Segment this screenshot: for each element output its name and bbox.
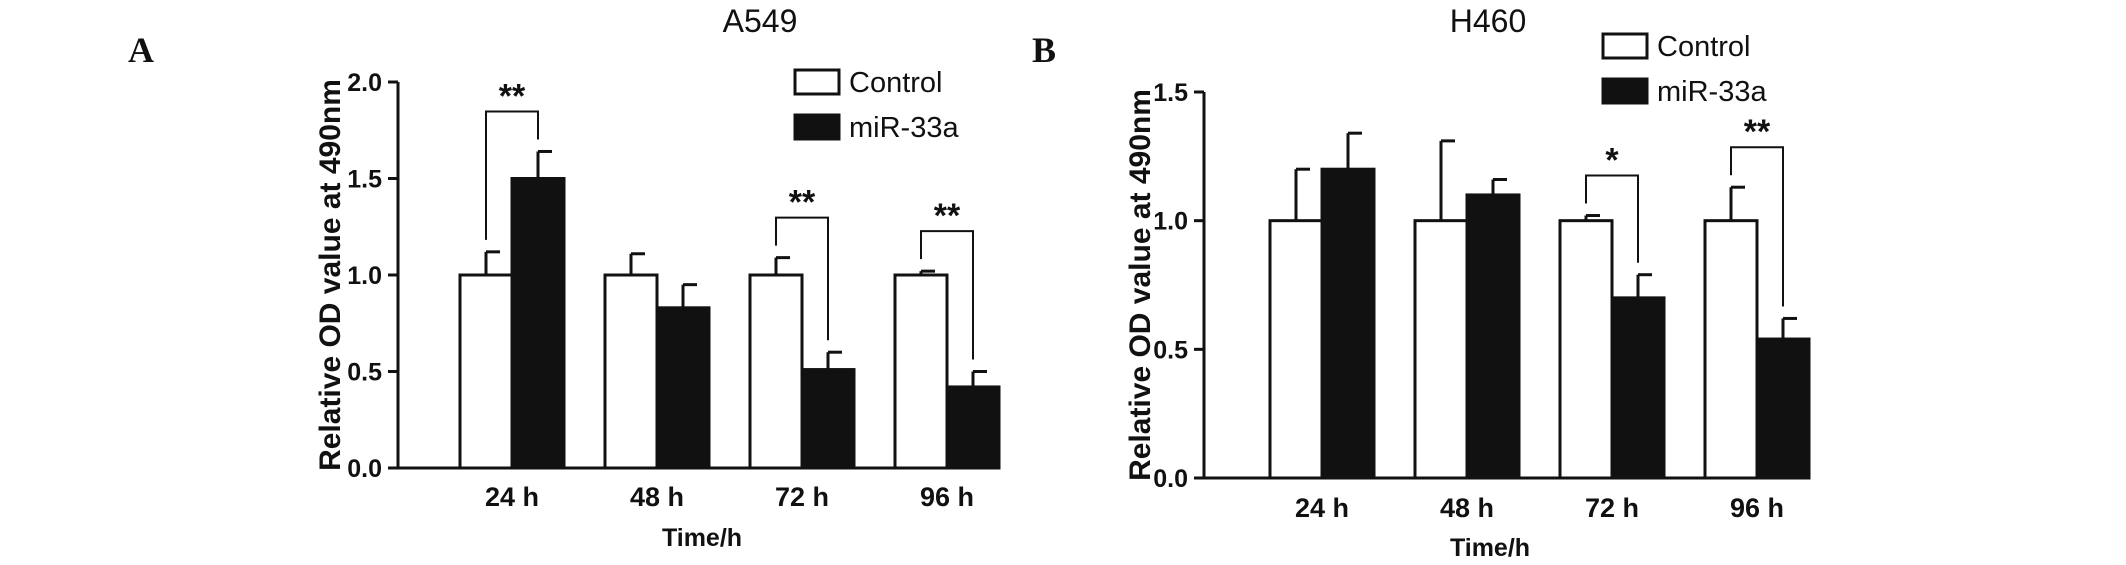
- panel-b-significance-label: **: [1744, 113, 1771, 151]
- panel-a-category-label: 96 h: [920, 482, 974, 512]
- panel-b-legend-label: Control: [1657, 31, 1751, 63]
- panel-b-category-label: 48 h: [1440, 493, 1494, 523]
- panel-a-bar-mir: [655, 306, 711, 470]
- panel-a-significance-label: **: [499, 77, 526, 115]
- panel-a-ytick-label: 1.5: [347, 166, 382, 194]
- panel-b-letter: B: [1032, 30, 1056, 70]
- panel-a-significance-bracket: [485, 110, 539, 240]
- panel-a-y-axis-label: Relative OD value at 490nm: [314, 79, 347, 471]
- panel-b-bar-control: [1703, 219, 1759, 480]
- panel-b-ytick-label: 0.0: [1153, 465, 1188, 493]
- panel-a-ytick-label: 0.0: [347, 455, 382, 483]
- panel-a-x-axis-label: Time/h: [662, 524, 742, 552]
- panel-b-significance-label: *: [1605, 142, 1619, 180]
- panel-b-bar-mir: [1465, 193, 1521, 480]
- panel-a-significance-label: **: [934, 197, 961, 235]
- panel-b-category-label: 24 h: [1295, 493, 1349, 523]
- panel-a-significance-bracket: [775, 216, 829, 341]
- panel-b-category-label: 96 h: [1730, 493, 1784, 523]
- panel-a-legend-swatch: [793, 113, 841, 141]
- panel-a-bar-control: [748, 273, 804, 470]
- panel-b-bar-mir: [1610, 296, 1666, 480]
- panel-b-x-axis-label: Time/h: [1450, 534, 1530, 562]
- panel-a-ytick-label: 2.0: [347, 69, 382, 97]
- panel-a-letter: A: [128, 30, 154, 70]
- panel-a-significance-bracket: [920, 230, 974, 360]
- panel-a-bar-control: [458, 273, 514, 470]
- panel-a-legend-label: Control: [849, 67, 943, 99]
- panel-b-title: H460: [1450, 3, 1527, 39]
- panel-a-bar-mir: [510, 177, 566, 470]
- panel-b-significance-bracket: [1585, 174, 1639, 263]
- panel-b-significance-bracket: [1730, 146, 1784, 307]
- panel-b-legend-label: miR-33a: [1657, 76, 1767, 108]
- panel-b-legend-swatch: [1601, 77, 1649, 105]
- panel-b-bar-mir: [1755, 337, 1811, 480]
- panel-a-bar-control: [893, 273, 949, 470]
- panel-a-title: A549: [723, 3, 798, 39]
- panel-b-y-axis-label: Relative OD value at 490nm: [1124, 89, 1157, 481]
- panel-a-ytick-label: 1.0: [347, 262, 382, 290]
- panel-a-bar-control: [603, 273, 659, 470]
- panel-b-bar-control: [1558, 219, 1614, 480]
- panel-a-significance-label: **: [789, 184, 816, 222]
- panel-b-bar-control: [1268, 219, 1324, 480]
- panel-a-category-label: 72 h: [775, 482, 829, 512]
- panel-a-bar-mir: [800, 368, 856, 470]
- panel-b-ytick-label: 1.0: [1153, 208, 1188, 236]
- panel-a-bar-mir: [945, 385, 1001, 470]
- panel-b-category-label: 72 h: [1585, 493, 1639, 523]
- panel-a-legend-swatch: [793, 68, 841, 96]
- panel-b-ytick-label: 0.5: [1153, 336, 1188, 364]
- panel-a-category-label: 48 h: [630, 482, 684, 512]
- panel-b-bar-mir: [1320, 167, 1376, 480]
- panel-a-category-label: 24 h: [485, 482, 539, 512]
- panel-b-ytick-label: 1.5: [1153, 79, 1188, 107]
- panel-b-legend-swatch: [1601, 32, 1649, 60]
- panel-b-bar-control: [1413, 219, 1469, 480]
- panel-a-legend-label: miR-33a: [849, 112, 959, 144]
- panel-a-ytick-label: 0.5: [347, 359, 382, 387]
